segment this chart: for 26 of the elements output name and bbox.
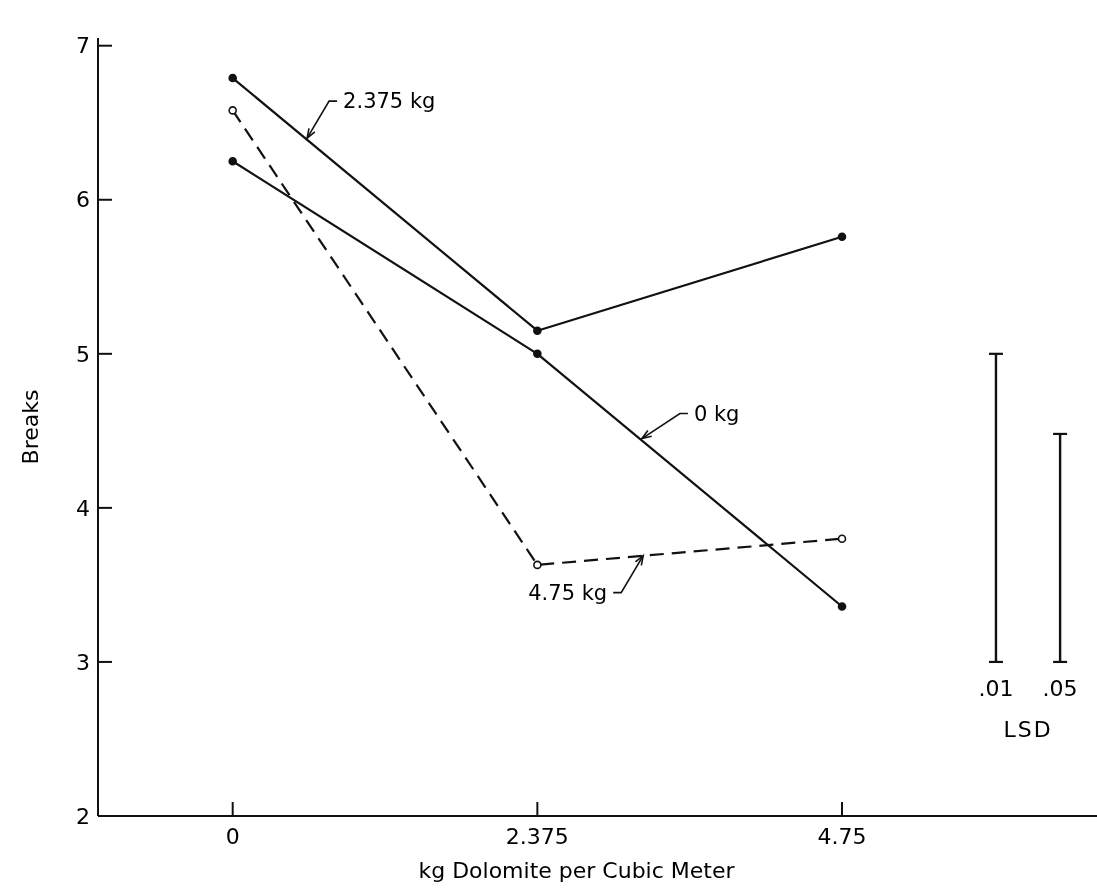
- point: [228, 106, 237, 115]
- point: [837, 602, 847, 611]
- legend-label: 0 kg: [693, 401, 740, 426]
- y-tick-label: 4: [76, 495, 90, 521]
- point: [533, 560, 542, 570]
- y-tick-label: 2: [76, 803, 90, 829]
- point: [228, 73, 237, 83]
- point: [228, 156, 237, 166]
- y-tick-label: 5: [76, 341, 90, 367]
- x-axis-title: kg Dolomite per Cubic Meter: [418, 858, 736, 883]
- annotation: LSD: [1003, 716, 1053, 742]
- x-tick-label: 4.75: [817, 824, 867, 849]
- x-tick-label: 0: [225, 824, 240, 849]
- point: [533, 326, 542, 336]
- point: [837, 232, 847, 242]
- x-tick-label: 2.375: [505, 824, 569, 849]
- point: [533, 349, 542, 359]
- y-axis-title: Breaks: [18, 389, 43, 465]
- y-tick-label: 6: [76, 187, 90, 213]
- text: 2.375 kg: [343, 89, 436, 114]
- series-label: 4.75 kg: [528, 580, 608, 605]
- y-tick-label: 3: [76, 649, 90, 675]
- annotation: .01: [978, 675, 1014, 701]
- point: [837, 534, 847, 543]
- annotation: .05: [1042, 675, 1078, 701]
- y-tick-label: 7: [76, 33, 90, 59]
